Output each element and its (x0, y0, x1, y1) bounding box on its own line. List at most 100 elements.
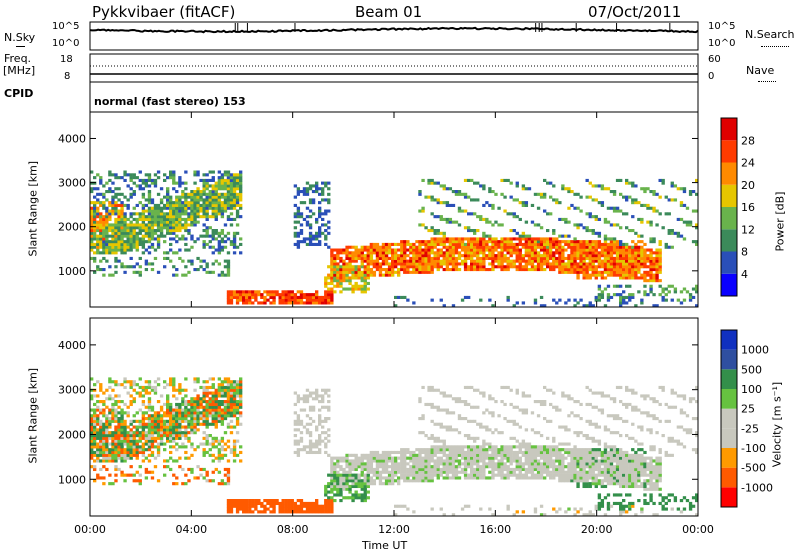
velocity-cell (339, 459, 343, 463)
velocity-cell (153, 428, 158, 432)
power-cell (473, 212, 477, 216)
power-cell (667, 290, 671, 294)
velocity-cell (150, 419, 155, 423)
power-cell (229, 201, 234, 205)
power-cell (181, 195, 185, 199)
velocity-cell (93, 431, 97, 435)
velocity-cell (439, 467, 443, 472)
power-cell (445, 262, 450, 266)
power-cell (597, 254, 602, 258)
velocity-cell (163, 419, 167, 423)
power-cell (102, 256, 106, 260)
power-cell (631, 184, 635, 188)
power-cell (245, 301, 249, 305)
power-cell (585, 254, 589, 258)
power-cell (354, 284, 358, 288)
power-cell (622, 256, 626, 260)
power-cell (175, 215, 179, 219)
power-cell (685, 220, 690, 224)
power-cell (336, 256, 340, 260)
velocity-cell (248, 510, 252, 514)
power-cell (117, 215, 121, 219)
power-cell (615, 273, 620, 277)
power-cell (117, 198, 121, 202)
power-cell (214, 190, 218, 194)
power-cell (397, 270, 401, 274)
power-cell (235, 212, 240, 216)
power-cell (415, 270, 419, 274)
velocity-cell (159, 439, 164, 443)
power-cell (214, 184, 218, 188)
power-cell (129, 265, 133, 269)
velocity-cell (470, 450, 474, 455)
velocity-cell (470, 448, 474, 452)
power-cell (552, 265, 556, 269)
velocity-cell (220, 436, 225, 440)
power-cell (463, 268, 468, 272)
power-cell (156, 220, 161, 224)
power-cell (193, 201, 197, 205)
velocity-cell (348, 470, 352, 474)
velocity-cell (147, 448, 152, 452)
power-cell (619, 240, 623, 244)
velocity-cell (293, 507, 298, 511)
velocity-cell (226, 470, 231, 474)
power-cell (415, 256, 419, 260)
velocity-cell (202, 385, 206, 390)
velocity-cell (348, 484, 352, 489)
power-cell (506, 178, 510, 182)
power-cell (266, 290, 270, 294)
power-cell (691, 295, 696, 299)
velocity-cell (482, 456, 486, 460)
velocity-cell (163, 459, 167, 463)
power-cell (187, 195, 191, 199)
power-cell (205, 265, 209, 269)
velocity-cell (126, 450, 130, 455)
power-cell (500, 256, 504, 260)
velocity-cell (381, 450, 386, 455)
power-cell (473, 259, 477, 263)
velocity-cell (345, 453, 349, 457)
velocity-cell (220, 417, 225, 421)
velocity-cell (327, 496, 331, 500)
power-cell (153, 178, 158, 182)
velocity-cell (138, 431, 142, 435)
velocity-cell (132, 479, 136, 483)
power-cell (640, 220, 644, 224)
velocity-cell (120, 431, 124, 435)
power-cell (619, 268, 623, 272)
velocity-cell (454, 476, 459, 480)
velocity-cell (205, 470, 209, 474)
power-cell (193, 192, 197, 196)
power-cell (409, 245, 413, 249)
power-cell (223, 206, 228, 210)
power-cell (628, 251, 632, 255)
velocity-cell (463, 456, 468, 460)
power-cell (190, 234, 194, 238)
power-cell (117, 223, 121, 227)
power-cell (640, 273, 644, 277)
power-cell (220, 212, 225, 216)
power-cell (494, 242, 498, 246)
power-cell (211, 237, 215, 241)
power-cell (129, 231, 133, 235)
power-cell (290, 290, 294, 294)
power-cell (615, 268, 620, 272)
power-cell (172, 176, 176, 180)
power-cell (281, 298, 285, 302)
power-cell (129, 212, 133, 216)
velocity-cell (196, 397, 200, 401)
power-cell (117, 245, 121, 249)
power-cell (564, 265, 568, 269)
velocity-cell (144, 425, 149, 429)
velocity-cell (330, 499, 334, 503)
power-cell (296, 212, 301, 216)
velocity-cell (175, 431, 179, 435)
velocity-cell (196, 402, 200, 407)
velocity-cell (147, 408, 152, 412)
power-cell (150, 220, 155, 224)
velocity-cell (211, 442, 215, 446)
power-cell (141, 217, 146, 221)
power-cell (327, 273, 331, 277)
power-cell (625, 251, 629, 255)
